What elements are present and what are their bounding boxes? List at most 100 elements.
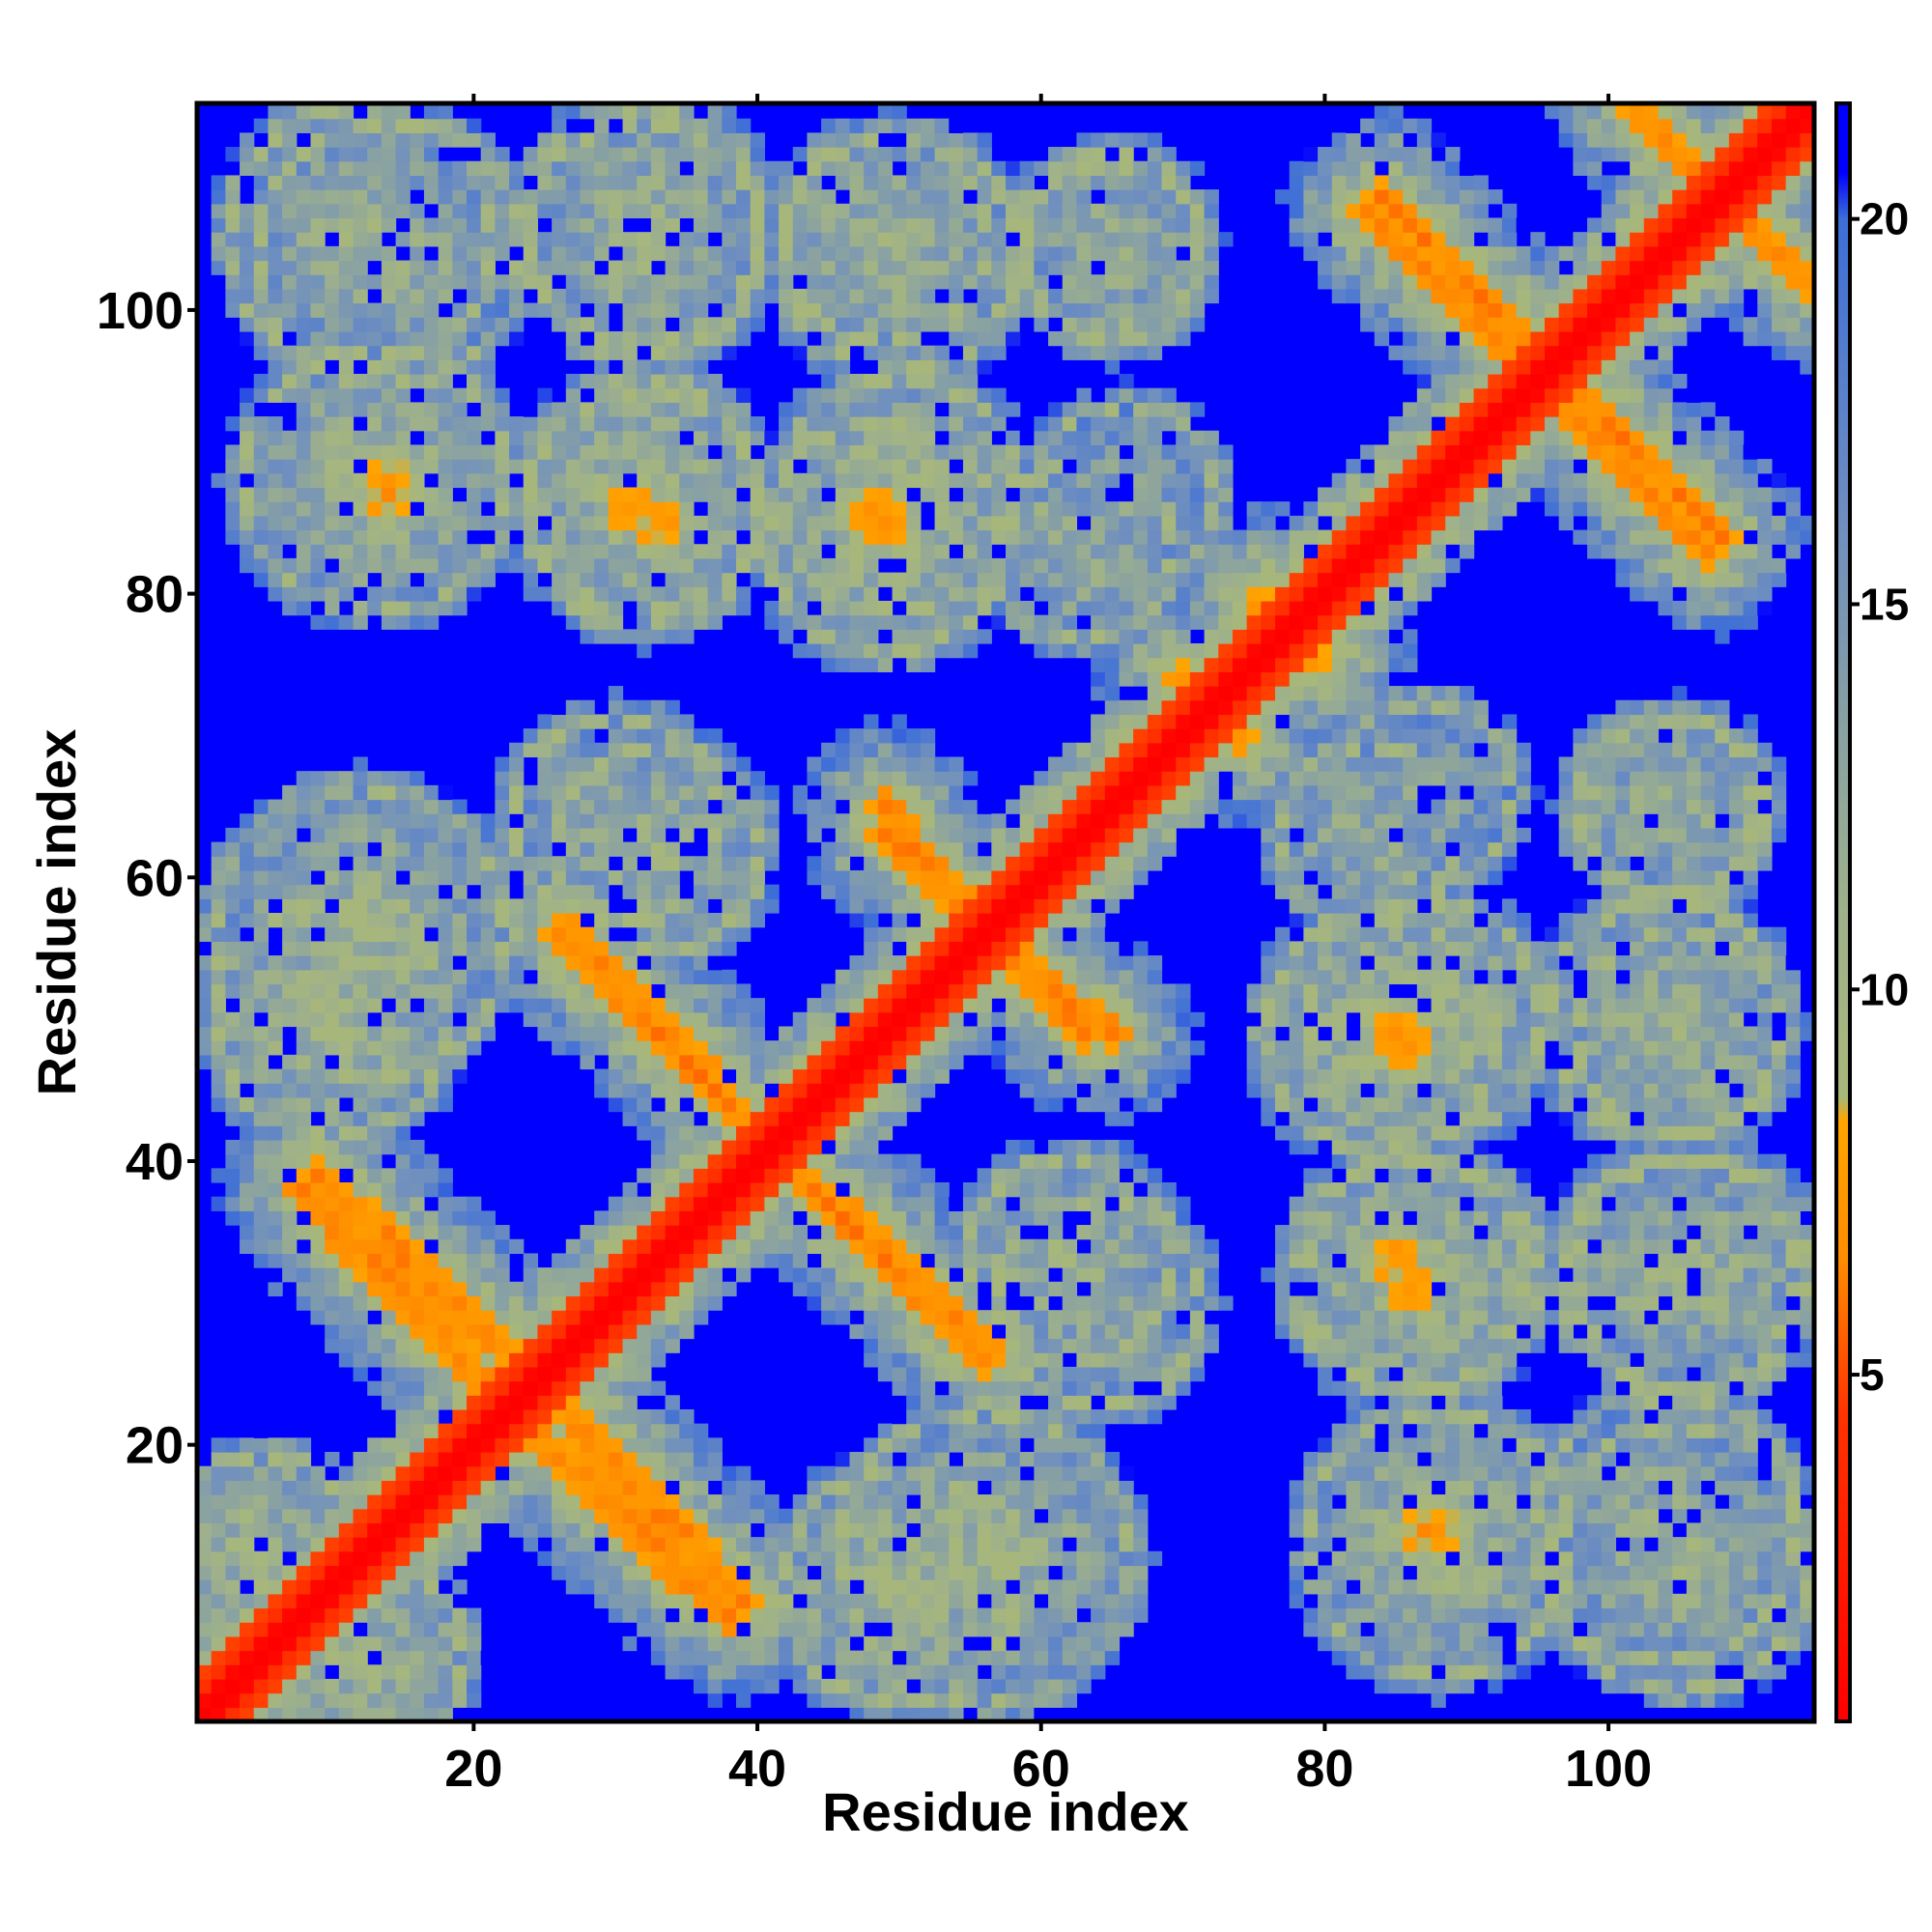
heatmap-cell	[779, 472, 794, 489]
heatmap-cell	[325, 884, 340, 899]
heatmap-cell	[722, 274, 737, 290]
heatmap-cell	[764, 898, 780, 914]
heatmap-cell	[325, 1338, 340, 1353]
heatmap-cell	[665, 1522, 680, 1538]
heatmap-cell	[552, 104, 567, 120]
heatmap-cell	[253, 175, 270, 190]
heatmap-cell	[537, 302, 553, 318]
heatmap-cell	[665, 345, 680, 360]
heatmap-cell	[650, 1437, 667, 1453]
heatmap-cell	[296, 1579, 312, 1595]
heatmap-cell	[608, 1281, 624, 1297]
heatmap-cell	[792, 302, 809, 318]
heatmap-cell	[693, 1579, 709, 1595]
heatmap-cell	[977, 572, 992, 587]
heatmap-cell	[338, 586, 355, 602]
heatmap-cell	[565, 203, 582, 219]
heatmap-cell	[381, 501, 397, 517]
heatmap-cell	[949, 1565, 964, 1580]
heatmap-cell	[310, 1310, 326, 1325]
heatmap-cell	[197, 998, 213, 1013]
heatmap-cell	[849, 1054, 865, 1070]
heatmap-cell	[722, 600, 737, 616]
heatmap-cell	[423, 1565, 440, 1580]
heatmap-cell	[296, 245, 312, 262]
heatmap-cell	[962, 1452, 979, 1467]
heatmap-cell	[693, 288, 709, 304]
heatmap-cell	[395, 572, 411, 587]
heatmap-cell	[452, 884, 468, 899]
heatmap-cell	[665, 444, 680, 460]
heatmap-cell	[792, 1196, 809, 1211]
heatmap-cell	[835, 529, 851, 545]
heatmap-cell	[949, 260, 964, 275]
heatmap-cell	[864, 1238, 879, 1255]
heatmap-cell	[268, 998, 283, 1013]
heatmap-cell	[637, 1622, 652, 1637]
heatmap-cell	[962, 1366, 979, 1382]
heatmap-cell	[410, 1437, 425, 1453]
heatmap-cell	[296, 203, 312, 219]
heatmap-cell	[1006, 557, 1021, 574]
heatmap-cell	[835, 203, 851, 219]
heatmap-cell	[906, 430, 922, 446]
heatmap-cell	[722, 969, 737, 985]
heatmap-cell	[707, 203, 723, 219]
heatmap-cell	[1006, 586, 1021, 602]
heatmap-cell	[722, 813, 737, 829]
heatmap-cell	[665, 1196, 680, 1211]
heatmap-cell	[240, 1111, 255, 1126]
heatmap-cell	[395, 402, 411, 417]
heatmap-cell	[410, 515, 425, 531]
heatmap-cell	[821, 1011, 837, 1028]
heatmap-cell	[537, 1352, 553, 1368]
heatmap-cell	[906, 955, 922, 971]
heatmap-cell	[650, 998, 667, 1013]
heatmap-cell	[438, 1522, 453, 1538]
heatmap-cell	[452, 983, 468, 999]
heatmap-cell	[353, 402, 368, 417]
heatmap-cell	[395, 1068, 411, 1084]
heatmap-cell	[864, 1011, 879, 1028]
heatmap-cell	[296, 274, 312, 290]
heatmap-cell	[253, 983, 270, 999]
heatmap-cell	[310, 387, 326, 403]
heatmap-cell	[920, 756, 936, 772]
heatmap-cell	[650, 1579, 667, 1595]
heatmap-cell	[707, 1238, 723, 1255]
heatmap-cell	[594, 600, 610, 616]
heatmap-cell	[962, 345, 979, 360]
heatmap-cell	[864, 1182, 879, 1198]
heatmap-cell	[864, 1352, 879, 1368]
heatmap-cell	[693, 1026, 709, 1041]
heatmap-cell	[906, 217, 922, 233]
heatmap-cell	[637, 756, 652, 772]
heatmap-cell	[367, 160, 383, 177]
heatmap-cell	[268, 799, 283, 814]
heatmap-cell	[338, 1196, 355, 1211]
heatmap-cell	[665, 1295, 680, 1311]
heatmap-cell	[849, 189, 865, 205]
heatmap-cell	[736, 1692, 752, 1708]
heatmap-cell	[537, 955, 553, 971]
heatmap-cell	[325, 1650, 340, 1665]
heatmap-cell	[253, 288, 270, 304]
heatmap-cell	[835, 175, 851, 190]
heatmap-cell	[367, 487, 383, 502]
heatmap-cell	[1006, 302, 1021, 318]
heatmap-cell	[310, 515, 326, 531]
heatmap-cell	[679, 784, 695, 801]
heatmap-cell	[325, 586, 340, 602]
heatmap-cell	[310, 189, 326, 205]
heatmap-cell	[877, 813, 894, 829]
heatmap-cell	[282, 515, 298, 531]
heatmap-cell	[395, 1295, 411, 1311]
heatmap-cell	[650, 104, 667, 120]
heatmap-cell	[423, 784, 440, 801]
heatmap-cell	[353, 1125, 368, 1141]
heatmap-cell	[934, 1281, 950, 1297]
heatmap-cell	[962, 1295, 979, 1311]
heatmap-cell	[580, 317, 595, 332]
heatmap-cell	[509, 203, 525, 219]
heatmap-cell	[410, 926, 425, 942]
